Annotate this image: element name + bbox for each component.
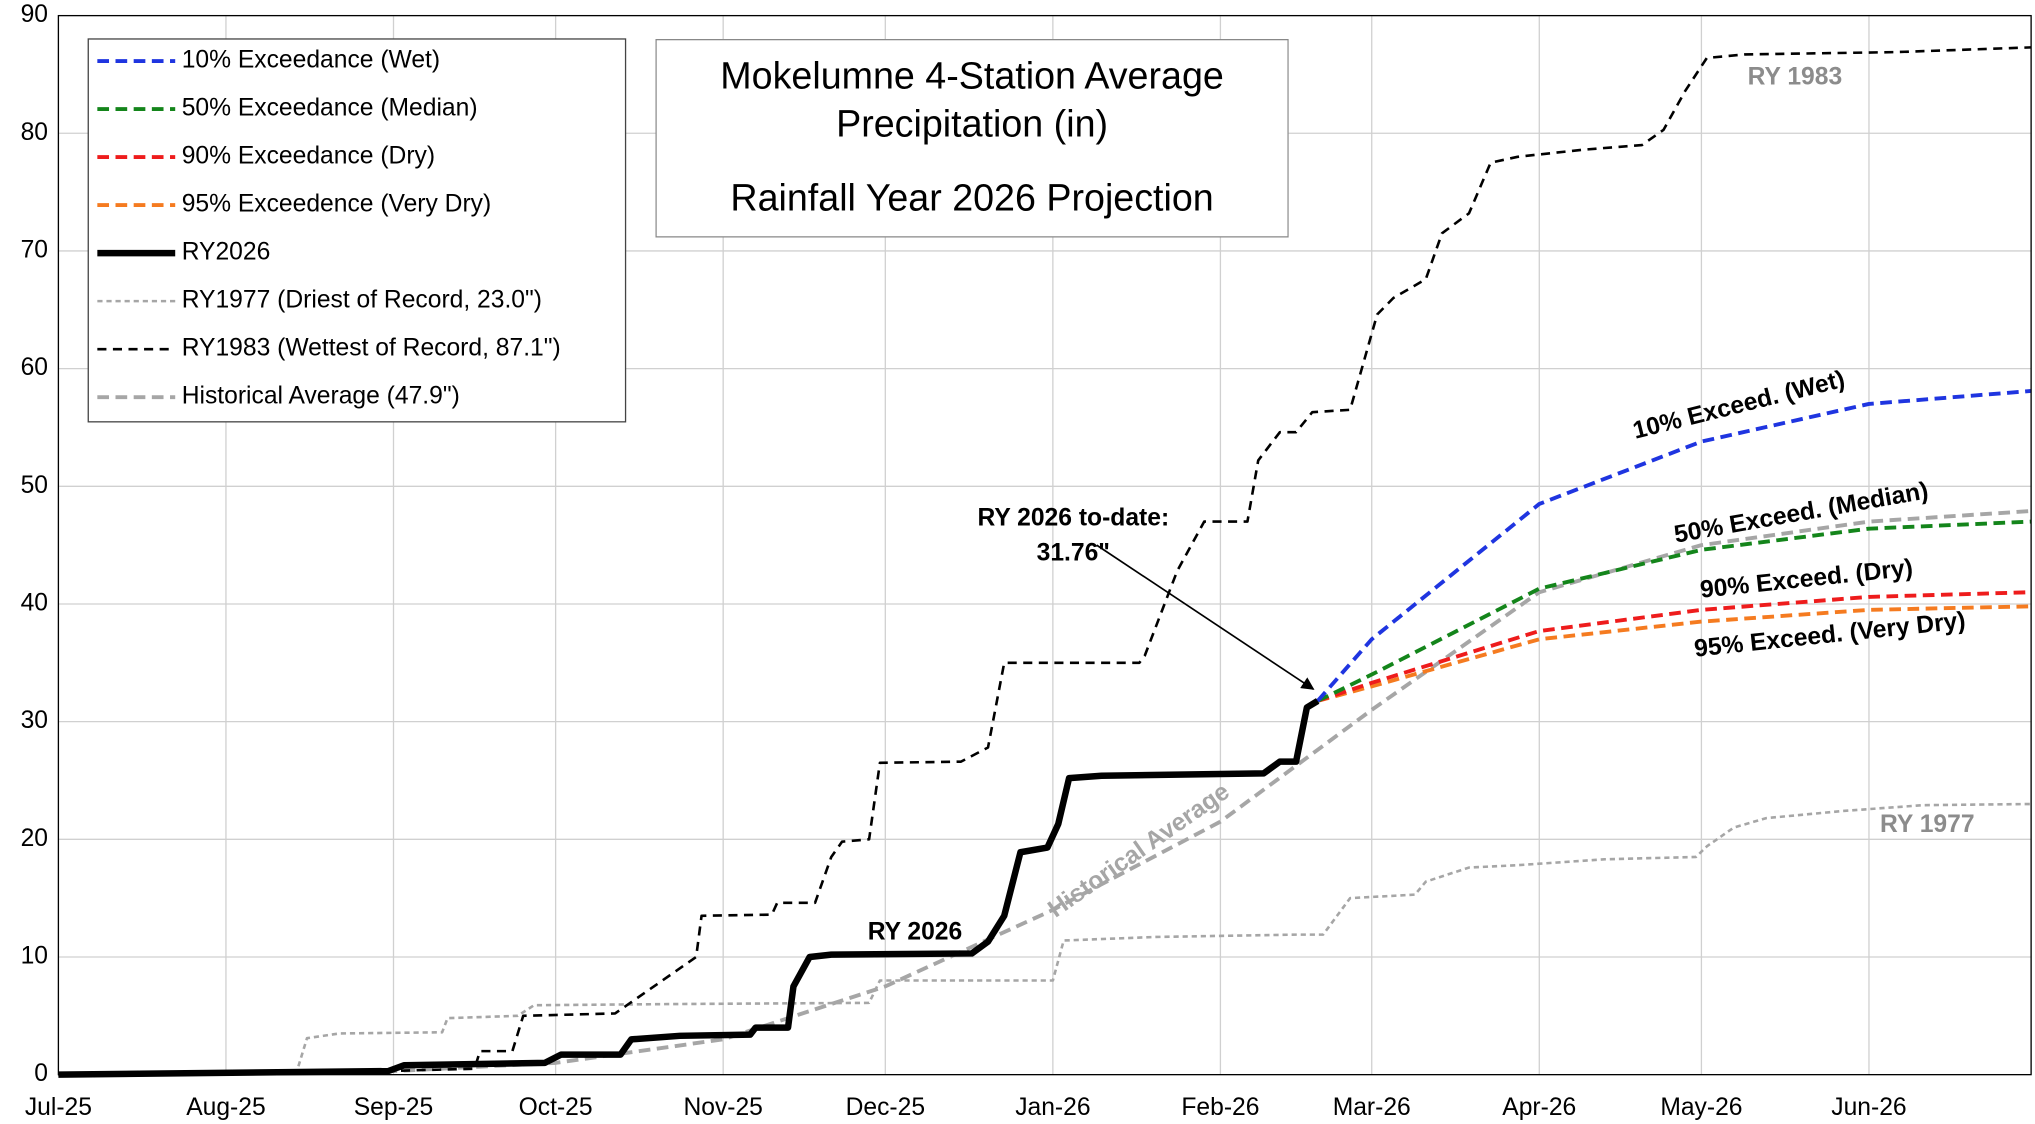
x-tick-label: May-26	[1660, 1094, 1742, 1121]
annotation: RY 1977	[1880, 811, 1975, 838]
annotation: RY 1983	[1748, 63, 1843, 90]
chart-subtitle: Rainfall Year 2026 Projection	[730, 177, 1214, 220]
x-tick-label: Mar-26	[1333, 1094, 1411, 1121]
legend-label: 95% Exceedence (Very Dry)	[182, 191, 492, 218]
plot-frame	[57, 14, 2032, 1076]
annotation: RY 2026	[868, 919, 963, 946]
legend-label: RY1977 (Driest of Record, 23.0")	[182, 287, 542, 314]
series-line	[58, 802, 2032, 1076]
x-tick-label: Dec-25	[846, 1094, 925, 1121]
series-line	[1317, 604, 2032, 703]
x-tick-label: Jul-25	[25, 1094, 92, 1121]
series-line	[1316, 519, 2032, 703]
legend-label: 10% Exceedance (Wet)	[182, 47, 440, 74]
chart-title: Mokelumne 4-Station Average Precipitatio…	[720, 55, 1224, 146]
y-tick-label: 90	[21, 1, 48, 28]
y-tick-label: 30	[21, 707, 48, 734]
legend: 10% Exceedance (Wet) 50% Exceedance (Medi…	[87, 38, 627, 423]
x-tick-label: Feb-26	[1181, 1094, 1259, 1121]
legend-label: 50% Exceedance (Median)	[182, 95, 478, 122]
annotation: 90% Exceed. (Dry)	[1699, 555, 1914, 604]
annotation: 95% Exceed. (Very Dry)	[1693, 607, 1967, 662]
x-tick-label: Nov-25	[683, 1094, 762, 1121]
x-tick-label: Aug-25	[186, 1094, 265, 1121]
series-line	[58, 46, 2032, 1076]
series-line	[58, 509, 2032, 1077]
legend-label: Historical Average (47.9")	[182, 383, 460, 410]
annotation: RY 2026 to-date:	[977, 505, 1169, 532]
legend-box	[87, 38, 627, 423]
y-tick-label: 20	[21, 825, 48, 852]
x-tick-label: Sep-25	[354, 1094, 433, 1121]
x-tick-label: Jan-26	[1015, 1094, 1090, 1121]
y-tick-label: 10	[21, 942, 48, 969]
series-line	[1316, 389, 2032, 703]
legend-label: 90% Exceedance (Dry)	[182, 143, 435, 170]
annotation: 31.76"	[1037, 540, 1110, 567]
y-tick-label: 60	[21, 354, 48, 381]
x-tick-label: Apr-26	[1502, 1094, 1576, 1121]
y-tick-label: 40	[21, 589, 48, 616]
y-tick-label: 80	[21, 119, 48, 146]
annotation-arrow	[1096, 544, 1315, 690]
y-tick-label: 70	[21, 236, 48, 263]
series-line	[1317, 590, 2032, 703]
y-tick-label: 0	[34, 1060, 48, 1087]
title-box: Mokelumne 4-Station Average Precipitatio…	[655, 38, 1289, 238]
x-tick-label: Jun-26	[1831, 1094, 1906, 1121]
title-box-inner: Mokelumne 4-Station Average Precipitatio…	[655, 38, 1289, 238]
x-tick-label: Oct-25	[519, 1094, 593, 1121]
y-tick-label: 50	[21, 472, 48, 499]
legend-label: RY1983 (Wettest of Record, 87.1")	[182, 335, 561, 362]
annotation: Historical Average	[1043, 778, 1234, 923]
legend-label: RY2026	[182, 239, 271, 266]
series-lines	[58, 46, 2032, 1078]
series-line	[58, 698, 1320, 1078]
